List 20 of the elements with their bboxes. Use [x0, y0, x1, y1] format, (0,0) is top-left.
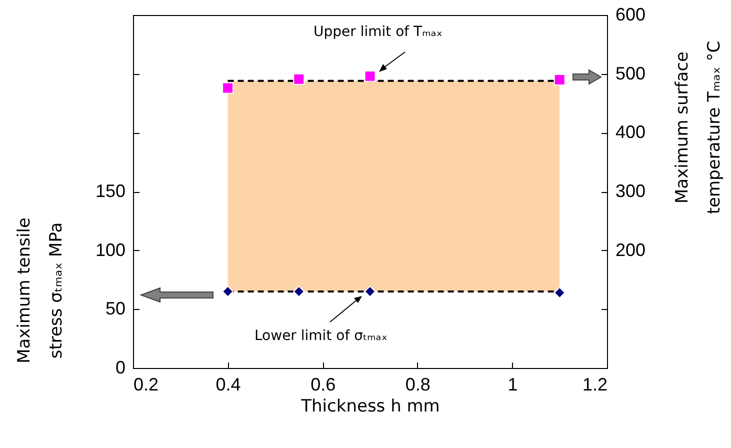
- y-tick-label: 150: [95, 181, 126, 201]
- annotation: Upper limit of Tₘₐₓ: [313, 24, 443, 40]
- y2-tick-label: 300: [616, 181, 646, 201]
- x-tick-label: 0.6: [310, 374, 336, 394]
- y-tick-label: 100: [95, 240, 126, 260]
- y-tick-label: 50: [105, 298, 126, 319]
- x-tick-label: 0.2: [134, 374, 159, 394]
- x-tick-label: 1.2: [582, 374, 608, 394]
- y2-axis-title: Maximum surface temperature Tₘₐₓ °C: [672, 40, 724, 214]
- y2-tick-label: 200: [616, 240, 646, 260]
- x-tick-label: 0.4: [216, 374, 241, 394]
- x-tick-label: 1: [508, 374, 518, 394]
- y2-tick-label: 600: [616, 4, 646, 24]
- y2-tick-label: 400: [616, 122, 646, 142]
- y-axis-title: Maximum tensile stress σₜₘₐₓ MPa: [14, 218, 66, 364]
- annotation: Lower limit of σₜₘₐₓ: [254, 328, 388, 344]
- x-axis-title: Thickness h mm: [300, 396, 440, 416]
- y-tick-label: 0: [115, 358, 126, 378]
- y2-tick-label: 500: [616, 63, 646, 84]
- x-tick-label: 0.8: [405, 374, 430, 394]
